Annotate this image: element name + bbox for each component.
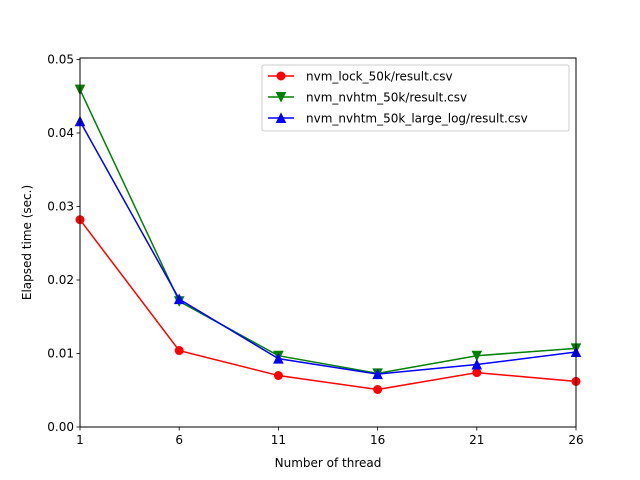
x-tick-label: 1 [76,433,84,447]
legend-marker [276,71,286,81]
data-point [273,353,284,364]
x-tick-label: 11 [271,433,286,447]
series-line [79,89,577,375]
data-point [372,368,383,380]
x-tick-label: 16 [370,433,385,447]
y-tick-label: 0.01 [47,346,74,360]
data-point [173,293,185,305]
data-point [373,385,383,395]
legend-marker [275,112,287,123]
y-tick-label: 0.03 [47,199,74,213]
x-axis-label: Number of thread [275,456,382,470]
x-axis-ticks: 1 6 11 16 21 26 [76,427,584,447]
legend-box [261,64,570,132]
data-point [174,346,184,356]
x-tick-label: 6 [175,433,183,447]
y-tick-label: 0.02 [47,273,74,287]
y-axis-label: Elapsed time (sec.) [20,185,34,300]
legend-label: nvm_nvhtm_50k/result.csv [306,91,467,105]
series-line [79,120,577,375]
y-axis-ticks: 0.00 0.01 0.02 0.03 0.04 0.05 [47,52,80,434]
legend: nvm_lock_50k/result.csv nvm_nvhtm_50k/res… [261,64,570,132]
plot-series-group [74,84,582,395]
y-tick-label: 0.00 [47,420,74,434]
x-tick-label: 21 [469,433,484,447]
data-point [273,371,283,381]
plot-frame [79,57,577,428]
series-1 [75,215,581,395]
data-point [472,368,482,378]
y-tick-label: 0.05 [47,52,74,66]
legend-marker [275,92,287,103]
x-tick-label: 26 [568,433,583,447]
legend-label: nvm_nvhtm_50k_large_log/result.csv [306,112,528,126]
data-point [471,350,483,362]
legend-label: nvm_lock_50k/result.csv [306,70,453,84]
series-line [79,219,577,391]
y-tick-label: 0.04 [47,126,74,140]
data-point [471,358,483,370]
series-3 [74,115,582,380]
